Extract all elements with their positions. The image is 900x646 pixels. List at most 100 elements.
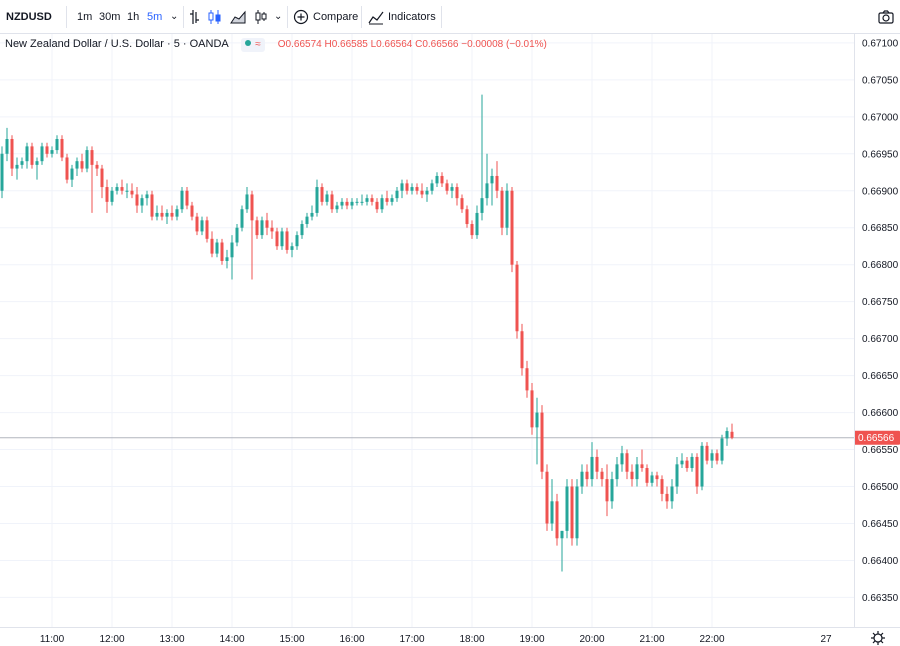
price-tick-label: 0.66700 xyxy=(862,334,899,345)
candle-body xyxy=(30,146,34,165)
candle-body xyxy=(410,187,414,191)
candle-body xyxy=(495,175,499,191)
candle-body xyxy=(75,161,79,169)
candle-body xyxy=(325,194,329,202)
candlestick-style-icon[interactable] xyxy=(208,9,222,25)
time-tick-label: 21:00 xyxy=(639,634,664,645)
candle-body xyxy=(445,183,449,191)
candle-body xyxy=(640,464,644,469)
area-chart-style-icon[interactable] xyxy=(230,9,246,25)
candle-body xyxy=(700,445,704,487)
candle-body xyxy=(450,187,454,191)
candle-body xyxy=(200,220,204,232)
candle-body xyxy=(480,198,484,213)
candle-body xyxy=(70,168,74,180)
camera-screenshot-icon[interactable] xyxy=(878,9,894,25)
candle-body xyxy=(225,257,229,261)
candle-body xyxy=(610,479,614,502)
price-chart[interactable]: 0.67100 0.67050 0.67000 0.66950 0.66900 0.668… xyxy=(0,34,900,646)
candle-body xyxy=(680,460,684,465)
price-tick-label: 0.66450 xyxy=(862,519,899,530)
candle-body xyxy=(185,190,189,206)
candle-body xyxy=(690,456,694,469)
interval-30m-button[interactable]: 30m xyxy=(99,11,121,23)
candle-body xyxy=(25,146,29,162)
candle-body xyxy=(620,453,624,465)
toolbar-divider xyxy=(183,6,184,28)
time-tick-label: 15:00 xyxy=(279,634,304,645)
candle-body xyxy=(675,464,679,487)
candle-body xyxy=(280,231,284,247)
chart-type-icon[interactable] xyxy=(254,9,268,25)
candle-body xyxy=(0,153,4,191)
time-tick-label: 13:00 xyxy=(159,634,184,645)
candle-body xyxy=(265,220,269,228)
candle-body xyxy=(345,201,349,206)
legend-title[interactable]: New Zealand Dollar / U.S. Dollar · 5 · O… xyxy=(5,38,229,50)
candle-body xyxy=(275,231,279,247)
interval-5m-button[interactable]: 5m xyxy=(147,11,163,23)
candle-body xyxy=(705,445,709,461)
candle-body xyxy=(405,183,409,191)
candle-body xyxy=(585,471,589,480)
interval-1h-button[interactable]: 1h xyxy=(127,11,140,23)
toolbar-divider xyxy=(287,6,288,28)
candle-body xyxy=(415,187,419,191)
wave-icon: ≈ xyxy=(255,39,261,50)
compare-button[interactable]: Compare xyxy=(313,11,359,23)
time-tick-label: 16:00 xyxy=(339,634,364,645)
candle-body xyxy=(535,412,539,428)
candle-body xyxy=(455,187,459,199)
time-tick-label: 20:00 xyxy=(579,634,604,645)
candle-body xyxy=(550,501,554,524)
candle-body xyxy=(110,190,114,202)
candle-body xyxy=(730,431,734,438)
time-tick-label: 22:00 xyxy=(699,634,724,645)
candle-body xyxy=(180,190,184,210)
candle-body xyxy=(460,198,464,210)
candle-body xyxy=(285,231,289,250)
candle-body xyxy=(160,212,164,217)
indicators-icon[interactable] xyxy=(368,9,384,25)
price-tick-label: 0.66500 xyxy=(862,482,899,493)
time-axis-border xyxy=(0,627,900,628)
candle-body xyxy=(570,486,574,539)
interval-dropdown-chevron-icon[interactable]: ⌄ xyxy=(170,11,179,22)
candle-body xyxy=(380,198,384,210)
interval-1m-button[interactable]: 1m xyxy=(77,11,93,23)
legend-status-pill[interactable]: ≈ xyxy=(241,38,265,52)
chart-type-dropdown-chevron-icon[interactable]: ⌄ xyxy=(274,11,283,22)
bar-chart-style-icon[interactable] xyxy=(189,9,203,25)
compare-plus-icon[interactable] xyxy=(293,9,309,25)
candle-body xyxy=(625,453,629,472)
candle-body xyxy=(5,138,9,154)
candle-body xyxy=(580,471,584,487)
candle-body xyxy=(685,460,689,469)
candle-body xyxy=(350,201,354,206)
candle-body xyxy=(515,264,519,332)
time-tick-label: 14:00 xyxy=(219,634,244,645)
candle-body xyxy=(95,164,99,169)
candle-body xyxy=(525,368,529,391)
price-tick-label: 0.66750 xyxy=(862,297,899,308)
candle-body xyxy=(720,438,724,461)
candle-body xyxy=(210,238,214,254)
candle-body xyxy=(335,205,339,210)
price-axis[interactable]: 0.67100 0.67050 0.67000 0.66950 0.66900 0.668… xyxy=(862,38,899,604)
symbol-search-button[interactable]: NZDUSD xyxy=(6,11,52,23)
time-axis[interactable]: 11:00 12:00 13:00 14:00 15:00 16:00 17:00 18:00… xyxy=(40,634,832,645)
candle-body xyxy=(245,194,249,210)
candle-body xyxy=(295,235,299,247)
candle-body xyxy=(565,486,569,531)
indicators-button[interactable]: Indicators xyxy=(388,11,436,23)
candle-body xyxy=(40,146,44,162)
candle-body xyxy=(105,187,109,202)
settings-gear-icon[interactable] xyxy=(871,631,885,645)
candle-body xyxy=(695,456,699,487)
candle-body xyxy=(115,187,119,191)
candle-body xyxy=(190,205,194,217)
candle-body xyxy=(310,212,314,217)
candle-body xyxy=(330,194,334,210)
candle-body xyxy=(150,194,154,217)
candle-body xyxy=(235,227,239,243)
